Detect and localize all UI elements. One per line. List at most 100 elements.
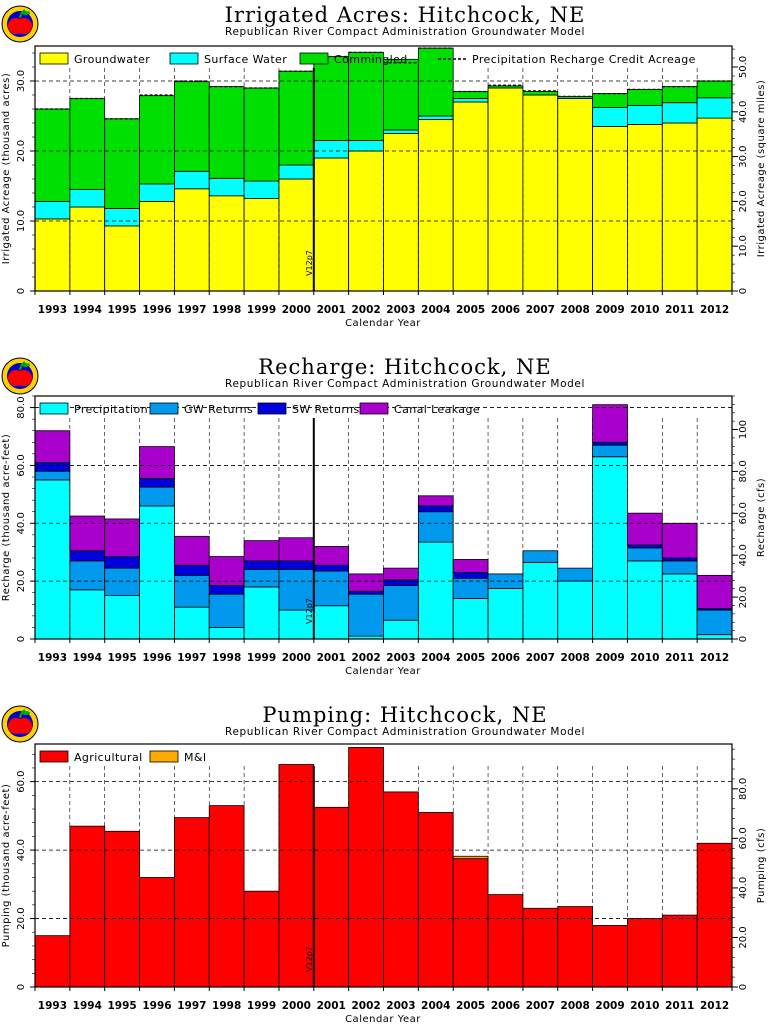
x-tick-label: 2001	[317, 652, 346, 664]
bar-surface-water	[592, 107, 628, 127]
bar-surface-water	[208, 177, 245, 197]
bar-precipitation	[69, 589, 106, 640]
bar-agricultural	[557, 906, 593, 988]
bar-surface-water	[627, 105, 663, 125]
y-tick-label: 20.0	[16, 140, 27, 162]
bar-commingled	[592, 93, 628, 108]
bar-groundwater	[627, 124, 663, 292]
x-tick-label: 2011	[665, 1000, 694, 1012]
legend-swatch	[39, 750, 69, 763]
legend-swatch	[359, 402, 389, 415]
x-tick-label: 1994	[73, 652, 102, 664]
chart-subtitle: Republican River Compact Administration …	[225, 26, 585, 38]
bar-sw-returns	[627, 544, 663, 549]
chart-subtitle: Republican River Compact Administration …	[225, 726, 585, 738]
bar-gw-returns	[243, 569, 280, 588]
y-tick-label: 0	[16, 984, 27, 990]
bar-gw-returns	[696, 609, 733, 636]
leaf-icon	[22, 11, 30, 15]
logo	[1, 5, 39, 43]
x-tick-label: 2006	[491, 652, 520, 664]
y-axis-label: Recharge (thousand acre-feet)	[1, 434, 12, 601]
y2-tick-label: 100	[738, 420, 749, 439]
bar-surface-water	[34, 200, 71, 220]
bar-agricultural	[208, 805, 245, 988]
x-tick-label: 2008	[561, 1000, 590, 1012]
bar-commingled	[661, 86, 698, 104]
legend-swatch	[39, 402, 69, 415]
bar-sw-returns	[243, 560, 280, 570]
x-tick-label: 2008	[561, 304, 590, 316]
legend-label: Groundwater	[74, 53, 150, 66]
apple-icon	[16, 370, 32, 386]
legend-swatch	[169, 52, 199, 65]
bar-surface-water	[139, 183, 175, 202]
leaf-icon	[19, 709, 26, 719]
bar-agricultural	[34, 935, 71, 988]
x-tick-label: 2006	[491, 304, 520, 316]
x-tick-label: 2000	[282, 304, 311, 316]
version-marker-label: V12p7	[305, 250, 314, 276]
x-tick-label: 2003	[386, 652, 415, 664]
x-tick-label: 1997	[177, 304, 206, 316]
bar-gw-returns	[313, 570, 350, 607]
bar-groundwater	[69, 206, 106, 292]
bar-groundwater	[208, 195, 245, 292]
bar-gw-returns	[208, 593, 245, 628]
logo	[1, 357, 39, 395]
bar-groundwater	[557, 98, 593, 292]
x-tick-label: 1996	[142, 304, 171, 316]
x-tick-label: 1993	[38, 1000, 67, 1012]
x-tick-label: 2001	[317, 304, 346, 316]
bar-agricultural	[348, 747, 384, 988]
x-tick-label: 2001	[317, 1000, 346, 1012]
bar-sw-returns	[104, 556, 140, 569]
y-tick-label: 10.0	[16, 210, 27, 232]
x-tick-label: 2002	[351, 304, 380, 316]
bar-agricultural	[487, 894, 524, 988]
bar-canal-leakage	[104, 518, 140, 557]
bar-commingled	[348, 51, 384, 141]
bar-sw-returns	[348, 590, 384, 595]
bar-sw-returns	[208, 585, 245, 595]
bar-sw-returns	[278, 560, 315, 570]
legend-label: Precipitation	[74, 403, 148, 416]
x-tick-label: 1997	[177, 652, 206, 664]
x-tick-label: 1999	[247, 652, 276, 664]
bar-agricultural	[627, 918, 663, 988]
x-tick-label: 2002	[351, 652, 380, 664]
logo	[1, 705, 39, 743]
bar-groundwater	[243, 198, 280, 292]
bar-precipitation	[173, 606, 210, 640]
bar-sw-returns	[69, 550, 106, 562]
bar-agricultural	[139, 877, 175, 988]
bar-sw-returns	[452, 572, 489, 579]
x-tick-label: 1996	[142, 1000, 171, 1012]
bar-precipitation	[208, 627, 245, 640]
bar-canal-leakage	[69, 515, 106, 552]
y2-tick-label: 20.0	[738, 190, 749, 212]
x-tick-label: 2003	[386, 304, 415, 316]
legend-swatch	[257, 402, 287, 415]
y-tick-label: 0	[16, 288, 27, 294]
y2-tick-label: 50.0	[738, 56, 749, 78]
bar-sw-returns	[173, 564, 210, 576]
bar-groundwater	[173, 188, 210, 292]
y-axis-label: Irrigated Acreage (thousand acres)	[1, 73, 12, 264]
y2-tick-label: 20.0	[738, 586, 749, 608]
chart-subtitle: Republican River Compact Administration …	[225, 378, 585, 390]
leaf-icon	[19, 9, 26, 19]
bar-groundwater	[696, 117, 733, 292]
legend-swatch	[39, 52, 69, 65]
y2-axis-label: Recharge (cfs)	[756, 478, 767, 557]
bar-agricultural	[383, 791, 419, 988]
x-tick-label: 2007	[526, 652, 555, 664]
bar-agricultural	[173, 817, 210, 988]
bar-agricultural	[522, 907, 559, 988]
x-tick-label: 2010	[630, 1000, 659, 1012]
bar-precipitation	[487, 587, 524, 640]
y-tick-label: 40.0	[16, 512, 27, 534]
bar-surface-water	[313, 140, 350, 159]
bar-canal-leakage	[139, 446, 175, 479]
